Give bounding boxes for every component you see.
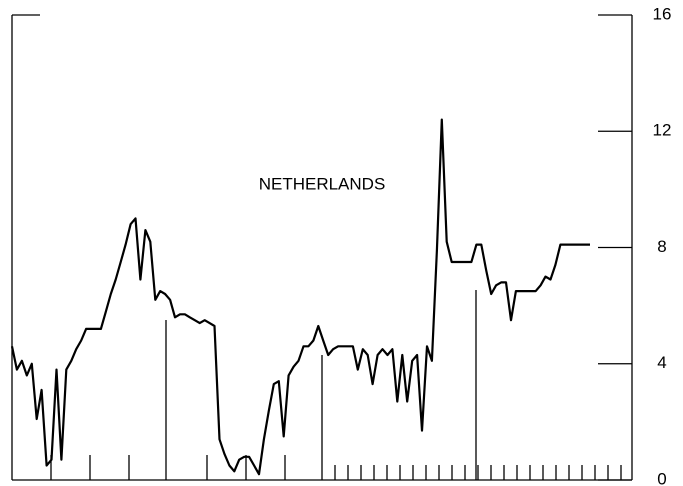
chart-title: NETHERLANDS <box>259 174 386 193</box>
y-tick-label: 8 <box>657 237 666 256</box>
y-tick-label: 0 <box>657 469 666 486</box>
data-line <box>10 118 590 476</box>
y-tick-label: 4 <box>657 353 666 372</box>
y-tick-label: 16 <box>653 4 672 23</box>
y-tick-label: 12 <box>653 121 672 140</box>
